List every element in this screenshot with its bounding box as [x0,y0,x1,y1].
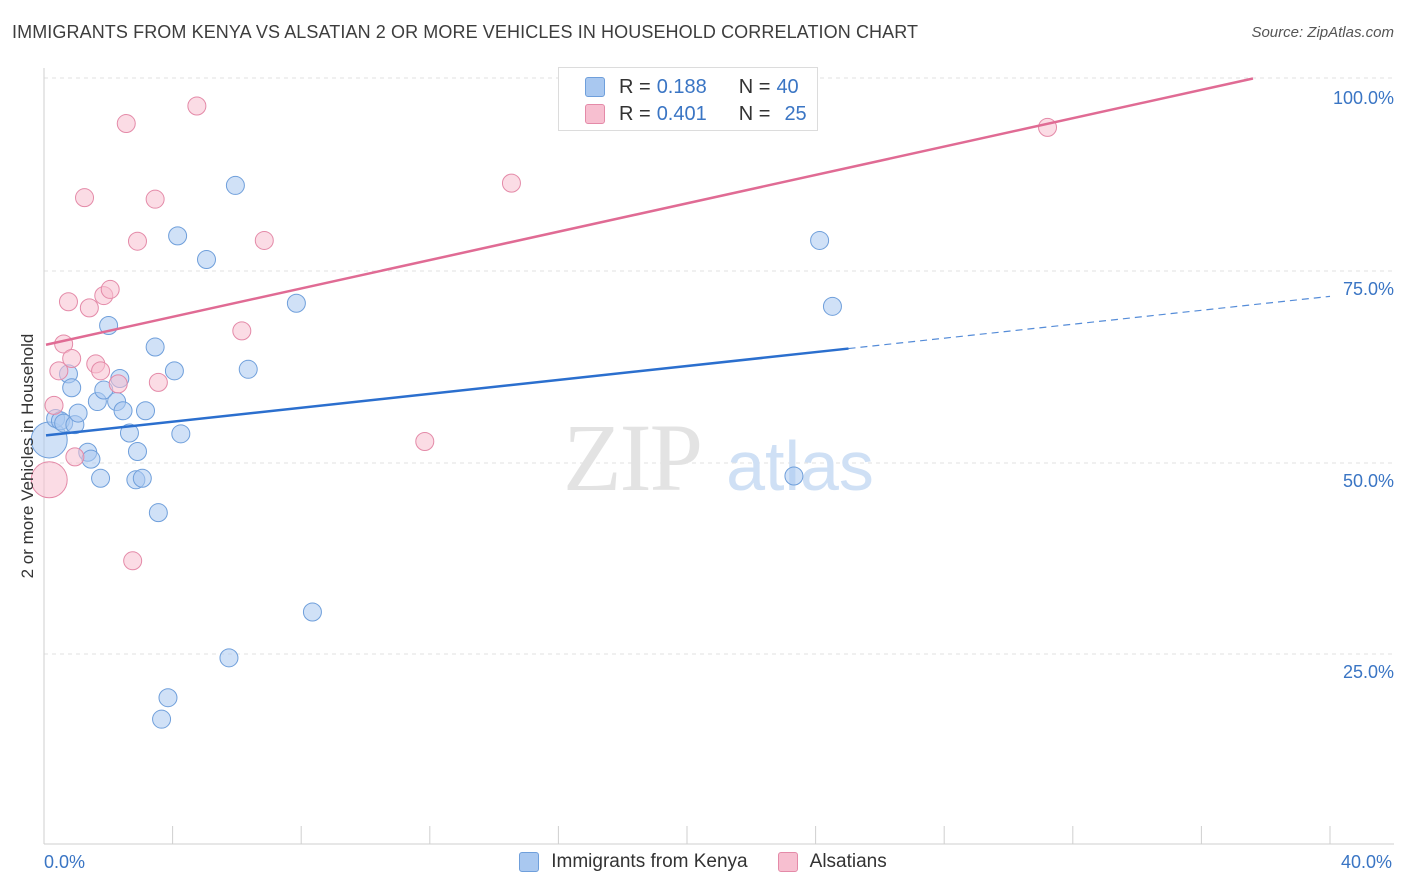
watermark: ZIP atlas [563,404,874,511]
x-tick-max: 40.0% [1340,852,1392,872]
kenya-trend-line [45,347,849,437]
kenya-point [302,602,322,622]
alsatian-point [145,189,165,209]
kenya-point [784,466,804,486]
alsatian-point [49,361,69,381]
kenya-point [132,468,152,488]
alsatian-point [44,395,64,415]
alsatian-point [58,292,78,312]
kenya-point [225,175,245,195]
alsatian-point [415,431,435,451]
alsatian-point [100,279,120,299]
kenya-point [219,648,239,668]
n-value: 25 [784,102,807,125]
y-tick-label: 75.0% [1343,279,1394,299]
alsatian-point [116,114,136,134]
y-tick-label: 100.0% [1333,88,1394,108]
y-axis-label: 2 or more Vehicles in Household [18,333,37,579]
stats-row-alsatians: R = 0.401 N = 25 [585,102,807,126]
alsatian-point [108,374,128,394]
source-credit: Source: ZipAtlas.com [1251,24,1394,41]
data-points [30,96,1058,729]
alsatian-point [148,372,168,392]
kenya-point [91,468,111,488]
kenya-point [127,441,147,461]
alsatian-point [127,231,147,251]
alsatian-point [62,349,82,369]
y-tick-label: 25.0% [1343,662,1394,682]
y-tick-labels: 25.0% 50.0% 75.0% 100.0% [1333,88,1394,682]
kenya-point [148,503,168,523]
x-tick-min: 0.0% [44,852,86,872]
kenya-point [145,337,165,357]
watermark-zip: ZIP [563,404,701,511]
alsatian-point [501,173,521,193]
kenya-point [168,226,188,246]
r-label: R = [619,102,651,125]
stats-legend: R = 0.188 N = 40 R = 0.401 N = 25 [558,67,818,131]
alsatian-point [75,188,95,208]
legend-label-alsatians: Alsatians [809,851,887,872]
alsatian-point [91,361,111,381]
kenya-point [197,250,216,270]
kenya-trend-extension [848,295,1331,350]
kenya-point [158,688,178,708]
trend-lines [45,77,1331,437]
kenya-point [62,378,82,398]
kenya-point [238,359,258,379]
n-label: N = [738,102,771,125]
kenya-point [164,361,184,381]
kenya-point [119,423,139,443]
kenya-point [136,401,156,421]
alsatian-point [232,321,252,341]
alsatian-point [187,96,207,116]
kenya-point [822,296,842,316]
watermark-atlas: atlas [726,427,874,505]
alsatian-point [254,230,274,250]
kenya-point [68,403,88,423]
alsatian-point [65,447,85,467]
alsatian-point [1038,117,1058,137]
r-value: 0.188 [656,75,707,98]
stats-swatch-kenya [585,77,605,97]
n-value: 40 [776,75,799,98]
alsatian-trend-line [45,77,1254,346]
legend-item-kenya[interactable]: Immigrants from Kenya [519,851,748,873]
kenya-point [810,230,830,250]
stats-row-kenya: R = 0.188 N = 40 [585,75,799,99]
kenya-point [152,709,172,729]
r-value: 0.401 [656,102,707,125]
alsatian-point [123,551,143,571]
y-tick-label: 50.0% [1343,471,1394,491]
chart-title: IMMIGRANTS FROM KENYA VS ALSATIAN 2 OR M… [12,22,919,42]
kenya-point [171,424,191,444]
legend-label-kenya: Immigrants from Kenya [551,851,748,872]
r-label: R = [619,75,651,98]
legend-item-alsatians[interactable]: Alsatians [777,851,887,873]
series-legend: Immigrants from Kenya Alsatians [0,851,1406,873]
legend-swatch-alsatians [777,852,798,872]
alsatian-point [30,461,68,499]
legend-swatch-kenya [519,852,540,872]
kenya-point [113,401,133,421]
kenya-point [81,449,101,469]
stats-swatch-alsatians [585,104,605,124]
n-label: N = [738,75,771,98]
kenya-point [286,293,306,313]
axes [43,68,1394,845]
alsatian-point [79,298,99,318]
